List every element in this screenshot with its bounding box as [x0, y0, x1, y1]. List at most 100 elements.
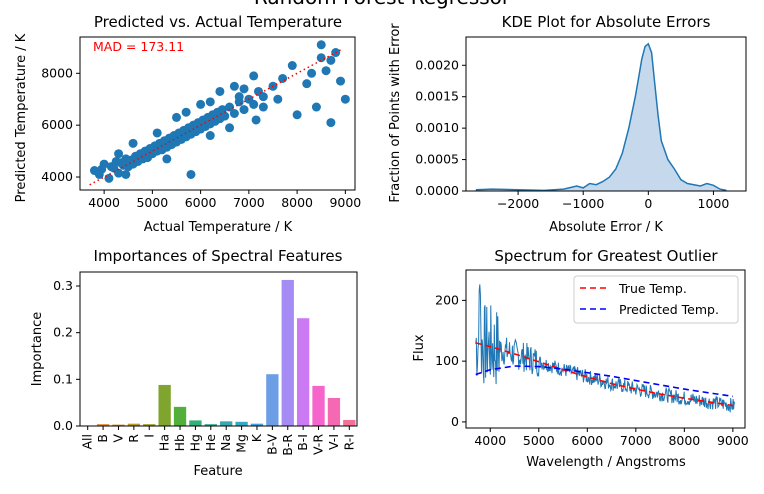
scatter-point — [287, 61, 297, 71]
legend-label: True Temp. — [618, 281, 687, 296]
scatter-point — [225, 123, 235, 133]
scatter-point — [220, 111, 230, 121]
bar-xtick-label: B-V — [264, 434, 279, 455]
kde-ytick-label: 0.0015 — [415, 89, 459, 104]
bar-title: Importances of Spectral Features — [94, 247, 343, 265]
scatter-point — [239, 84, 249, 94]
kde-xtick-label: −2000 — [497, 196, 539, 211]
scatter-point — [249, 71, 259, 81]
kde-title: KDE Plot for Absolute Errors — [502, 13, 711, 31]
scatter-point — [316, 40, 326, 50]
bar-xtick-label: He — [203, 434, 218, 451]
scatter-xtick-label: 4000 — [88, 195, 120, 210]
scatter-point — [205, 131, 215, 141]
scatter-point — [229, 81, 239, 91]
scatter-xlabel: Actual Temperature / K — [144, 220, 293, 235]
bar-xlabel: Feature — [193, 464, 242, 479]
true-temp-line — [475, 342, 734, 407]
scatter-point — [340, 94, 350, 104]
scatter-panel: Predicted vs. Actual Temperature Actual … — [14, 13, 361, 235]
spectrum-ytick-label: 100 — [435, 353, 459, 368]
spectrum-xtick-label: 5000 — [523, 433, 555, 448]
spectrum-ylabel: Flux — [412, 334, 427, 361]
scatter-xtick-label: 7000 — [233, 195, 265, 210]
scatter-point — [239, 105, 249, 115]
scatter-point — [128, 138, 138, 148]
bar-frame — [79, 271, 358, 427]
scatter-point — [273, 94, 283, 104]
scatter-point — [292, 110, 302, 120]
bar-xtick-label: B-I — [295, 434, 310, 451]
kde-xtick-label: 1000 — [698, 196, 730, 211]
bar-xtick-label: R — [126, 434, 141, 443]
kde-xtick-label: 0 — [644, 196, 652, 211]
scatter-annotation: MAD = 173.11 — [93, 39, 184, 54]
scatter-point — [258, 102, 268, 112]
scatter-point — [114, 168, 124, 178]
scatter-point — [326, 55, 336, 65]
spectrum-ytick-label: 200 — [435, 292, 459, 307]
spectrum-xtick-label: 7000 — [620, 433, 652, 448]
bar — [235, 421, 248, 426]
scatter-title: Predicted vs. Actual Temperature — [94, 13, 342, 31]
bar-xtick-label: K — [249, 433, 264, 442]
scatter-point — [321, 66, 331, 76]
kde-ytick-label: 0.0010 — [415, 120, 459, 135]
spectrum-xtick-label: 8000 — [668, 433, 700, 448]
bar — [220, 421, 233, 426]
scatter-point — [258, 92, 268, 102]
spectrum-xtick-label: 4000 — [474, 433, 506, 448]
scatter-ytick-label: 6000 — [41, 117, 73, 132]
bar-ytick-label: 0.3 — [53, 278, 73, 293]
spectrum-xtick-label: 6000 — [571, 433, 603, 448]
bar-xtick-label: B — [95, 434, 110, 443]
spectrum-xlabel: Wavelength / Angstroms — [526, 455, 686, 470]
bar-xtick-label: B-R — [280, 434, 295, 456]
scatter-point — [302, 79, 312, 89]
bar — [266, 374, 279, 426]
kde-xtick-label: −1000 — [562, 196, 604, 211]
bar-xtick-label: V-I — [326, 434, 341, 450]
scatter-point — [229, 109, 239, 118]
scatter-point — [278, 73, 288, 83]
scatter-point — [311, 102, 321, 112]
scatter-point — [205, 97, 215, 107]
scatter-ytick-label: 8000 — [41, 65, 73, 80]
bar — [143, 424, 156, 426]
scatter-xtick-label: 9000 — [329, 195, 361, 210]
bar-ytick-label: 0.2 — [53, 325, 73, 340]
scatter-point — [99, 159, 109, 169]
kde-ytick-label: 0.0005 — [415, 152, 459, 167]
spectrum-legend: True Temp. Predicted Temp. — [573, 275, 739, 324]
spectrum-panel: Spectrum for Greatest Outlier Wavelength… — [412, 247, 749, 470]
scatter-point — [316, 53, 326, 63]
bar — [127, 423, 141, 426]
bar-ylabel: Importance — [30, 312, 45, 387]
scatter-point — [171, 112, 181, 122]
scatter-point — [152, 128, 162, 138]
bar-xtick-label: Hg — [187, 434, 202, 451]
bar — [327, 398, 341, 426]
scatter-point — [94, 169, 104, 179]
predicted-temp-line — [475, 365, 734, 398]
bar — [296, 318, 310, 426]
bar — [173, 406, 187, 426]
bar — [204, 424, 217, 426]
scatter-ylabel: Predicted Temperature / K — [14, 33, 29, 202]
legend-box — [573, 275, 739, 324]
bar — [189, 420, 202, 426]
scatter-point — [121, 169, 131, 179]
scatter-point — [336, 76, 346, 86]
bar-xtick-label: V-R — [311, 434, 326, 455]
bar-xtick-label: All — [80, 434, 95, 450]
scatter-point — [196, 99, 206, 109]
bar-xtick-label: R-I — [341, 434, 356, 450]
bar — [112, 424, 125, 426]
figure-title: Random Forest Regressor — [254, 0, 511, 9]
bar-xtick-label: Ha — [157, 434, 172, 451]
scatter-point — [234, 92, 244, 102]
bar — [312, 385, 325, 426]
legend-label: Predicted Temp. — [619, 302, 719, 317]
scatter-point — [307, 68, 317, 78]
bar-ytick-label: 0.1 — [53, 371, 73, 386]
